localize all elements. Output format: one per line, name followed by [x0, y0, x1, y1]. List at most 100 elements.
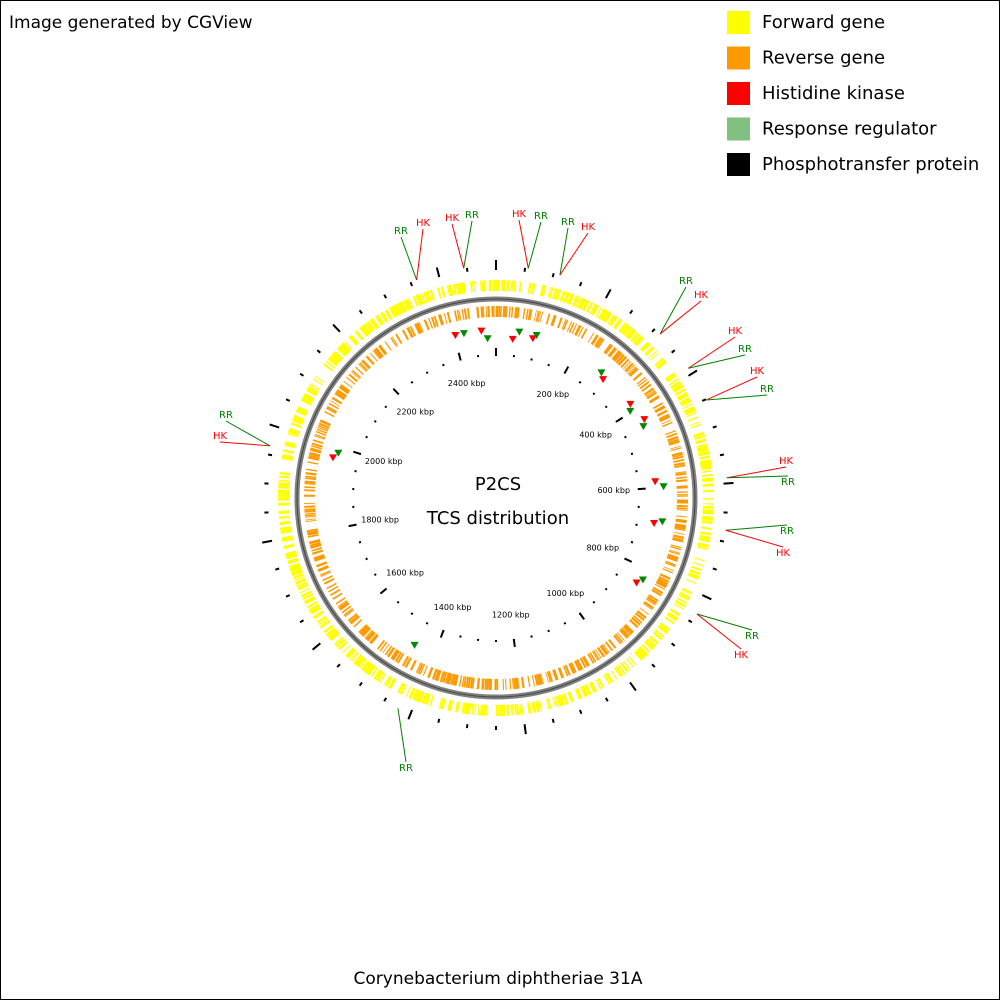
forward-gene: [283, 449, 295, 454]
inner-tick: [624, 557, 633, 563]
forward-gene: [682, 403, 693, 410]
forward-gene: [290, 568, 303, 575]
outer-tick: [719, 539, 725, 543]
reverse-gene: [505, 306, 508, 318]
inner-tick: [630, 452, 634, 456]
reverse-gene: [434, 669, 440, 681]
feature-label: RR: [738, 344, 752, 355]
inner-tick: [592, 392, 596, 396]
kbp-label: 400 kbp: [579, 430, 612, 439]
reverse-gene: [603, 343, 612, 354]
forward-gene: [455, 701, 460, 713]
forward-gene: [300, 398, 312, 406]
forward-gene: [303, 392, 315, 401]
reverse-gene: [514, 677, 518, 689]
forward-gene: [461, 702, 464, 714]
forward-gene: [361, 660, 370, 671]
forward-gene: [288, 427, 301, 434]
forward-gene: [280, 526, 292, 530]
forward-gene: [412, 689, 419, 701]
forward-gene: [692, 561, 704, 567]
reverse-gene: [626, 364, 635, 373]
forward-gene: [603, 674, 611, 685]
reverse-gene: [443, 313, 448, 324]
forward-gene: [701, 520, 713, 525]
reverse-gene: [618, 356, 628, 366]
inner-tick: [563, 621, 567, 625]
reverse-gene: [450, 673, 455, 685]
forward-gene: [420, 292, 426, 304]
reverse-gene: [431, 668, 438, 680]
forward-gene: [393, 304, 401, 316]
reverse-gene: [369, 633, 378, 644]
forward-gene: [589, 681, 598, 693]
reverse-gene: [376, 639, 386, 650]
reverse-gene: [485, 306, 488, 318]
forward-gene: [441, 698, 447, 710]
feature-label: RR: [465, 210, 479, 221]
forward-gene: [520, 703, 524, 715]
leader-line: [727, 475, 789, 479]
feature-label: HK: [694, 290, 709, 301]
reverse-gene: [304, 514, 316, 517]
feature-label: HK: [779, 456, 794, 467]
reverse-gene: [427, 666, 433, 678]
forward-gene: [423, 693, 431, 705]
forward-gene: [664, 372, 676, 381]
reverse-gene: [311, 442, 323, 448]
forward-gene: [383, 675, 391, 686]
forward-gene: [482, 280, 487, 292]
reverse-gene: [316, 428, 328, 434]
forward-gene: [626, 328, 636, 339]
leader-line: [559, 227, 569, 276]
forward-gene: [325, 360, 336, 369]
reverse-gene: [309, 448, 322, 454]
reverse-gene: [645, 389, 656, 397]
inner-tick: [410, 380, 414, 384]
outer-tick: [407, 709, 413, 720]
inner-tick: [604, 405, 608, 409]
reverse-gene: [670, 544, 682, 549]
reverse-gene: [631, 617, 641, 626]
forward-gene: [696, 546, 709, 551]
reverse-gene: [591, 650, 599, 661]
forward-gene: [660, 622, 671, 631]
forward-gene: [636, 648, 646, 658]
reverse-gene: [658, 413, 670, 420]
forward-gene: [372, 318, 380, 328]
reverse-gene: [451, 674, 456, 686]
forward-gene: [575, 296, 581, 308]
reverse-gene: [520, 676, 525, 689]
forward-gene: [699, 535, 711, 541]
forward-gene: [681, 587, 693, 594]
reverse-gene: [673, 458, 685, 463]
leader-line: [706, 394, 768, 401]
inner-tick: [392, 387, 400, 396]
reverse-gene: [396, 653, 405, 664]
reverse-gene: [646, 596, 658, 604]
inner-tick: [457, 352, 462, 361]
forward-gene: [667, 612, 678, 621]
outer-tick: [316, 349, 321, 354]
reverse-gene: [467, 677, 472, 689]
inner-tick: [384, 405, 388, 409]
forward-gene: [688, 572, 700, 579]
tcs-marker: [528, 335, 537, 343]
outer-tick: [723, 482, 734, 485]
reverse-gene: [307, 461, 319, 465]
outer-tick: [551, 718, 555, 723]
forward-gene: [588, 682, 596, 693]
reverse-gene: [334, 393, 345, 401]
forward-gene: [396, 303, 403, 314]
reverse-gene: [648, 395, 660, 403]
outer-tick: [358, 681, 363, 687]
reverse-gene: [374, 348, 383, 358]
kbp-label: 2400 kbp: [448, 379, 486, 388]
reverse-gene: [637, 378, 648, 387]
reverse-gene: [304, 505, 316, 508]
forward-gene: [694, 435, 706, 441]
forward-gene: [278, 510, 290, 515]
reverse-gene: [438, 314, 445, 326]
forward-gene: [281, 535, 293, 540]
forward-gene: [297, 406, 309, 412]
